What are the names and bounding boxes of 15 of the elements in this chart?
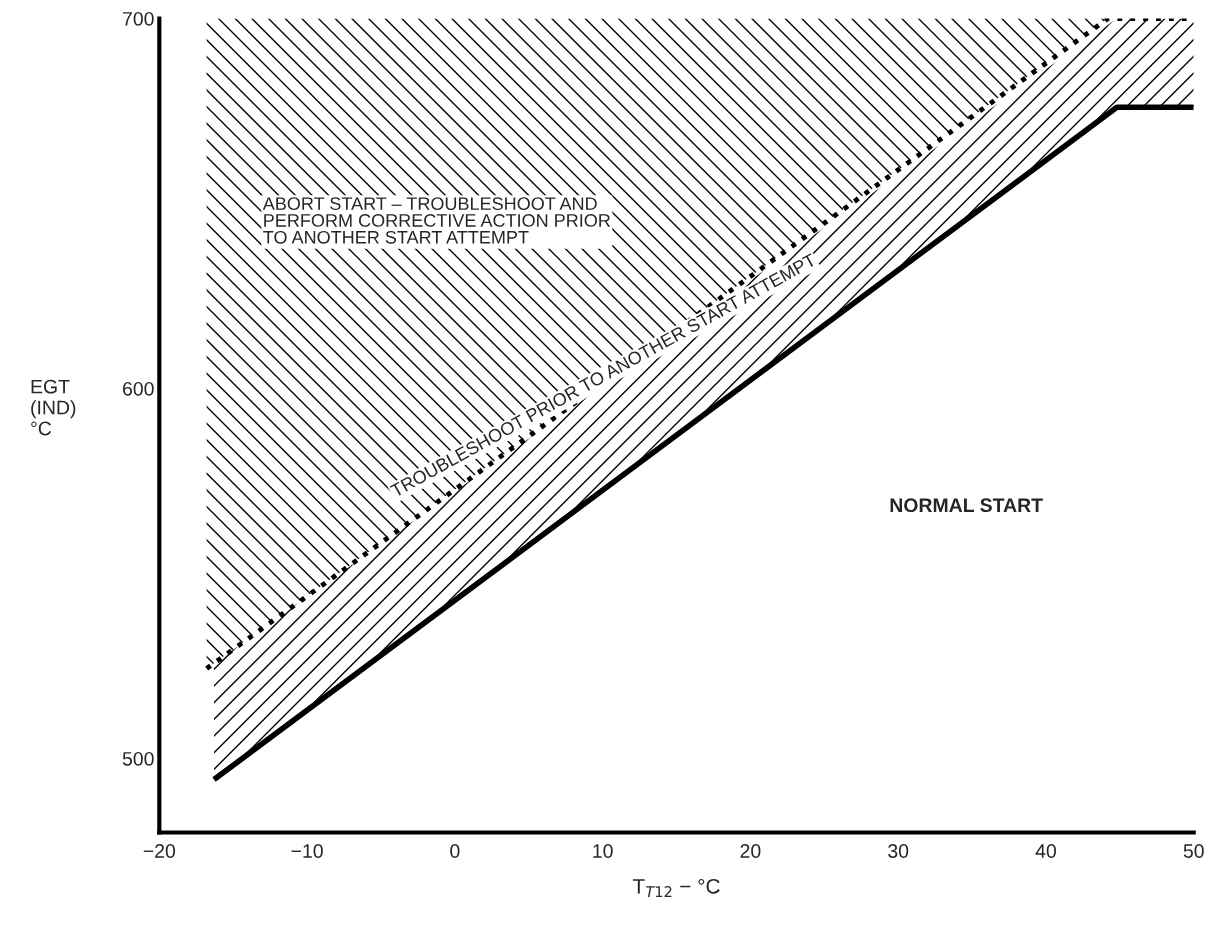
annotation: NORMAL START <box>890 498 1043 513</box>
x-tick-label: 50 <box>1183 844 1204 858</box>
y-tick-label: 600 <box>123 381 154 396</box>
y-axis-title: EGT (IND) °C <box>31 379 76 436</box>
y-tick-label: 500 <box>122 751 154 766</box>
x-tick-label: 20 <box>740 844 761 858</box>
x-tick-label: −20 <box>143 844 176 858</box>
x-tick-label: −10 <box>291 844 323 858</box>
x-tick-label: 10 <box>593 844 613 858</box>
x-tick-label: 30 <box>888 844 909 858</box>
annotation: ABORT START – TROUBLESHOOT AND PERFORM CORRECTIVE ACTION PRIOR TO ANOTHER START ATTEMPT <box>262 197 611 244</box>
y-tick-label: 700 <box>123 11 154 26</box>
x-tick-label: 40 <box>1035 844 1057 858</box>
x-tick-label: 0 <box>450 844 460 858</box>
x-axis-title: T$_{T12}$ − °C <box>632 878 720 897</box>
